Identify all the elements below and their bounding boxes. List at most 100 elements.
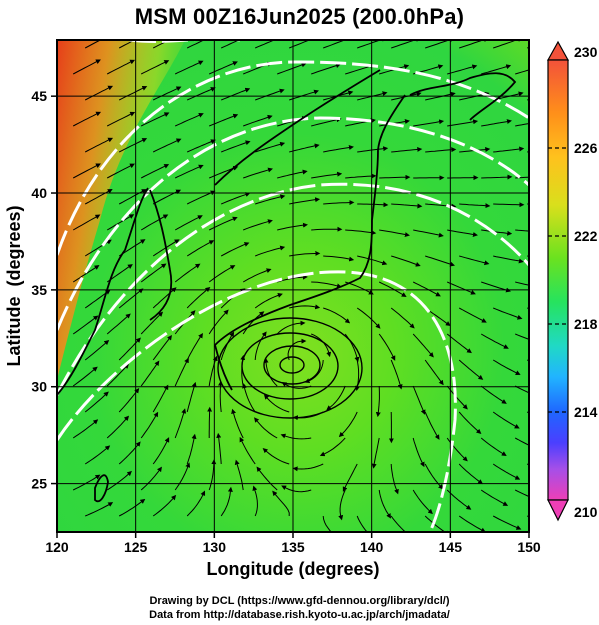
streamline: [72, 163, 101, 179]
streamline: [446, 281, 476, 295]
streamline: [481, 281, 512, 293]
streamline: [378, 281, 407, 297]
streamline: [118, 498, 146, 517]
streamline: [208, 216, 238, 231]
streamline: [446, 333, 472, 354]
streamline: [254, 40, 285, 49]
streamline: [323, 307, 351, 324]
streamline: [231, 408, 244, 439]
streamline: [272, 490, 290, 516]
streamline: [375, 385, 381, 418]
credit-data: Data from http://database.rish.kyoto-u.a…: [149, 609, 450, 621]
streamline: [277, 222, 308, 231]
streamline: [239, 436, 256, 465]
streamline: [459, 203, 491, 209]
streamline: [186, 287, 211, 309]
colorbar-labels: 230 226 222 218 214 210: [548, 44, 598, 520]
x-tick-label: 135: [281, 539, 305, 555]
streamline: [152, 494, 177, 517]
streamline: [186, 490, 206, 517]
streamline: [413, 229, 444, 238]
colorbar-bottom-triangle: [547, 499, 569, 522]
streamline: [242, 311, 265, 335]
streamline: [447, 64, 478, 75]
streamline: [152, 86, 182, 101]
streamline: [186, 87, 216, 101]
streamline: [140, 311, 164, 335]
streamline: [413, 119, 445, 127]
streamline: [255, 245, 286, 257]
streamline: [221, 140, 251, 153]
streamline: [322, 515, 333, 532]
streamline: [85, 502, 114, 517]
coastline-hokkaido: [409, 72, 517, 121]
streamline: [118, 388, 140, 413]
streamline: [208, 309, 229, 335]
streamline: [174, 357, 189, 387]
coastline-russia: [214, 69, 381, 186]
coastline-japan: [214, 94, 406, 346]
streamline: [379, 174, 411, 180]
streamline: [140, 360, 160, 387]
streamline: [174, 215, 203, 231]
x-tick-label: 125: [124, 539, 148, 555]
y-tick-label: 35: [31, 282, 47, 298]
streamline: [379, 64, 410, 75]
warm-region: [57, 40, 185, 380]
streamline: [174, 60, 204, 75]
streamline: [323, 40, 353, 49]
streamline: [84, 85, 114, 101]
streamline: [357, 255, 388, 266]
streamline: [345, 173, 377, 179]
streamline: [152, 334, 172, 361]
streamline: [186, 333, 203, 361]
coastlines: [57, 69, 517, 503]
streamline: [72, 366, 98, 387]
streamline: [492, 515, 522, 530]
streamline: [84, 445, 111, 465]
streamline: [140, 411, 159, 439]
x-tick-label: 150: [517, 539, 541, 555]
streamline: [514, 437, 529, 446]
y-axis-title: Latitude (degrees): [4, 205, 24, 366]
streamline: [311, 171, 343, 179]
streamline: [106, 59, 136, 75]
streamline: [263, 357, 278, 387]
streamline: [152, 138, 182, 153]
streamline: [480, 437, 507, 457]
streamline: [220, 40, 241, 49]
streamline: [255, 194, 286, 205]
streamline: [326, 385, 346, 411]
streamline: [72, 419, 99, 439]
streamline: [311, 117, 342, 127]
streamline: [492, 463, 521, 480]
streamline: [527, 515, 529, 518]
streamline: [390, 307, 415, 329]
streamline: [289, 304, 321, 310]
colorbar-label: 230: [574, 44, 598, 60]
isotherm-line: [57, 182, 529, 396]
streamline: [292, 463, 324, 472]
streamline: [72, 315, 99, 335]
streamline: [391, 146, 423, 153]
streamline: [390, 463, 399, 495]
streamline: [242, 268, 272, 283]
streamline: [276, 320, 306, 335]
streamline: [220, 331, 235, 361]
streamline: [174, 113, 204, 127]
streamline: [174, 164, 204, 179]
streamline: [263, 394, 290, 413]
streamline: [379, 229, 410, 237]
streamline: [447, 229, 478, 237]
streamline: [84, 289, 111, 309]
streamline: [459, 255, 490, 266]
streamline: [255, 141, 286, 153]
streamline: [140, 263, 167, 283]
x-tick-label: 140: [360, 539, 384, 555]
streamline: [338, 411, 358, 438]
streamline: [84, 339, 110, 361]
streamline: [140, 112, 170, 127]
x-tick-label: 145: [439, 539, 463, 555]
streamline: [323, 145, 354, 153]
streamline: [412, 489, 433, 515]
